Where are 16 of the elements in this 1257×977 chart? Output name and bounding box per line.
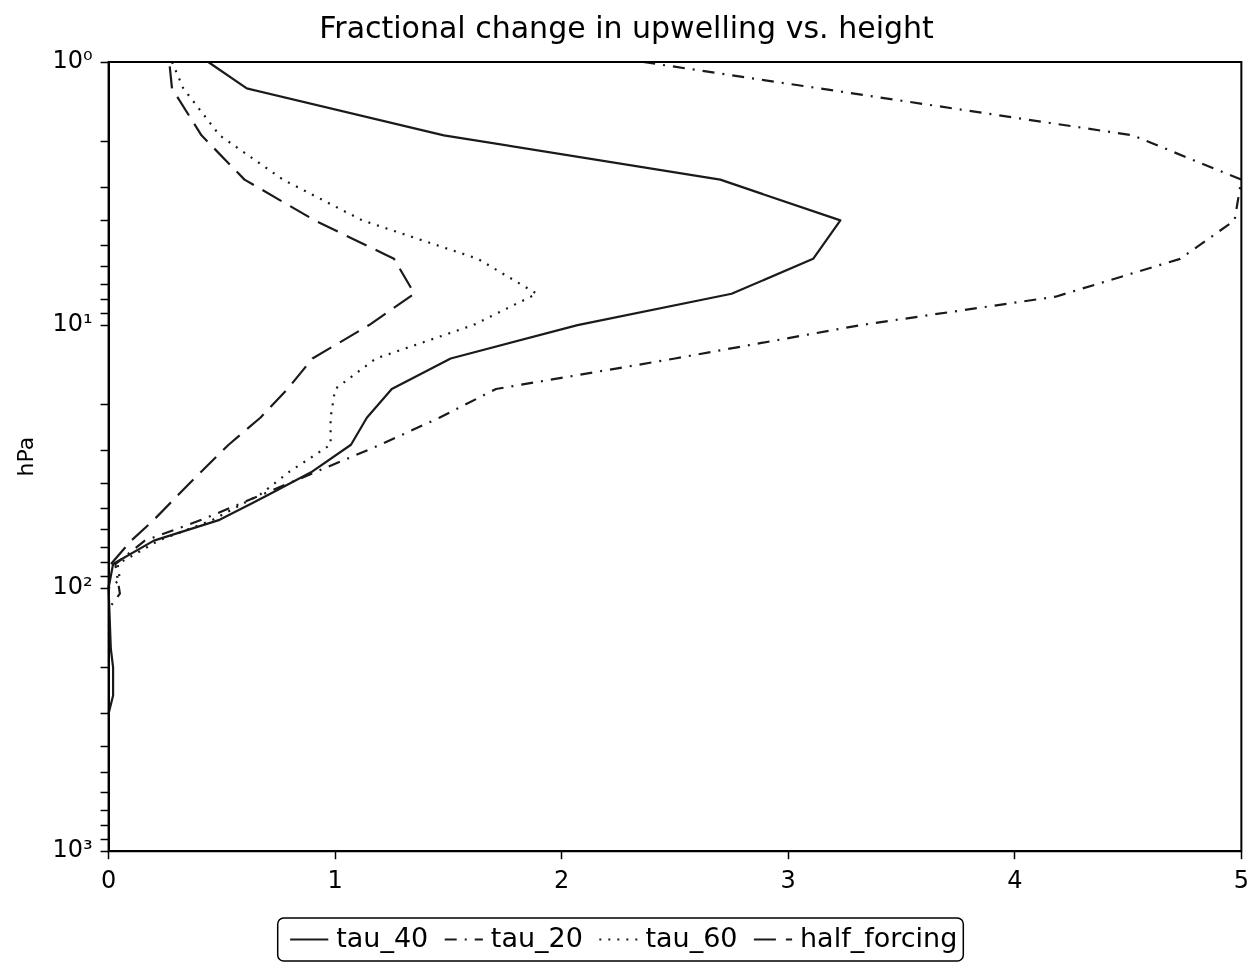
- y-tick-label: 10⁰: [52, 46, 93, 75]
- y-tick-label: 10¹: [52, 309, 93, 338]
- y-axis-title: hPa: [12, 436, 38, 477]
- x-tick-label: 0: [100, 865, 117, 894]
- x-tick-label: 5: [1233, 865, 1250, 894]
- x-tick-label: 3: [780, 865, 796, 894]
- legend-label: tau_40: [336, 921, 429, 953]
- legend-label: tau_20: [490, 921, 583, 953]
- y-tick-label: 10³: [52, 835, 93, 864]
- legend-label: tau_60: [645, 921, 738, 953]
- x-tick-label: 4: [1007, 865, 1023, 894]
- chart-title: Fractional change in upwelling vs. height: [319, 9, 935, 45]
- x-tick-label: 1: [327, 865, 343, 894]
- y-tick-label: 10²: [52, 572, 93, 601]
- legend-label: half_forcing: [800, 921, 958, 953]
- x-tick-label: 2: [554, 865, 570, 894]
